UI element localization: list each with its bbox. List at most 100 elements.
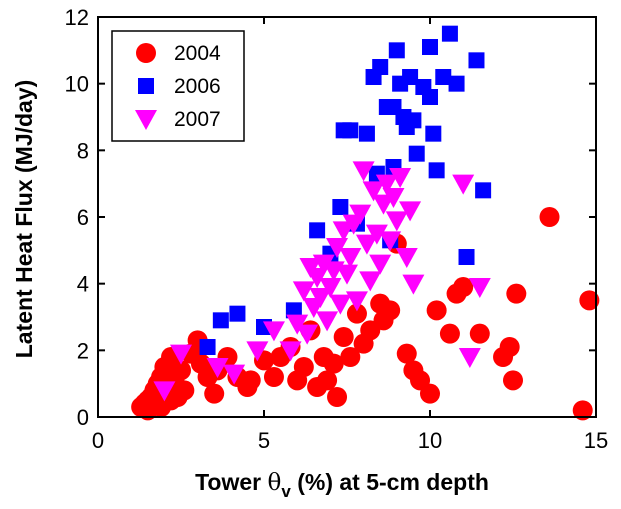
- x-tick-label: 5: [258, 428, 270, 453]
- point-2004: [204, 383, 225, 404]
- point-2007: [399, 201, 422, 222]
- legend-label-2004: 2004: [174, 42, 221, 65]
- point-2007: [458, 348, 481, 368]
- point-2006: [441, 25, 458, 42]
- point-2007: [379, 231, 402, 252]
- point-2006: [458, 249, 475, 265]
- y-axis-label: Latent Heat Flux (MJ/day): [11, 80, 37, 359]
- point-2004: [539, 207, 560, 227]
- point-2004: [293, 357, 314, 377]
- y-tick-label: 4: [77, 272, 89, 297]
- point-2004: [317, 370, 338, 391]
- x-axis-label: Tower θv (%) at 5-cm depth: [195, 469, 489, 501]
- legend-marker-2007: [135, 110, 157, 130]
- legend: 2004 2006 2007: [111, 30, 245, 142]
- point-2006: [408, 145, 425, 162]
- point-2007: [296, 324, 319, 345]
- point-2007: [326, 238, 349, 258]
- point-2004: [340, 347, 361, 367]
- point-2007: [382, 188, 405, 208]
- point-2007: [206, 358, 229, 378]
- x-tick-label: 10: [418, 428, 442, 453]
- point-2006: [448, 75, 465, 92]
- point-2007: [223, 364, 246, 385]
- point-2007: [452, 174, 475, 195]
- point-2007: [329, 294, 352, 315]
- point-2006: [428, 162, 445, 179]
- point-2007: [170, 344, 192, 365]
- y-tick-label: 6: [77, 205, 89, 230]
- point-2007: [402, 274, 425, 295]
- point-2007: [345, 291, 368, 312]
- point-2007: [389, 168, 412, 188]
- point-2006: [422, 39, 438, 55]
- point-2004: [396, 343, 417, 364]
- point-2007: [349, 204, 372, 225]
- point-2007: [395, 248, 418, 268]
- point-2006: [309, 222, 326, 239]
- point-2007: [468, 278, 491, 298]
- legend-label-2007: 2007: [174, 108, 221, 131]
- x-axis-label-prefix: Tower: [195, 469, 267, 495]
- x-axis-label-subscript: v: [281, 482, 291, 501]
- point-2004: [420, 383, 440, 404]
- y-tick-label: 12: [65, 5, 89, 30]
- data-points: [131, 25, 600, 421]
- point-2006: [435, 69, 452, 85]
- point-2004: [263, 367, 284, 387]
- point-2006: [332, 199, 349, 215]
- point-2006: [422, 89, 438, 105]
- legend-box: [111, 30, 245, 142]
- legend-marker-2006: [138, 78, 154, 94]
- point-2004: [453, 277, 474, 297]
- point-2007: [339, 248, 362, 268]
- point-2007: [355, 234, 378, 255]
- y-tick-label: 8: [77, 138, 89, 163]
- point-2007: [336, 264, 358, 285]
- point-2004: [380, 300, 401, 321]
- x-tick-label: 15: [584, 428, 608, 453]
- x-axis-label-theta: θ: [268, 470, 282, 496]
- series-2007: [153, 161, 491, 402]
- point-2004: [323, 353, 344, 374]
- point-2006: [229, 305, 246, 322]
- point-2004: [426, 300, 447, 321]
- y-tick-label: 2: [77, 338, 89, 363]
- point-2007: [352, 161, 375, 182]
- point-2006: [199, 339, 216, 355]
- point-2007: [369, 254, 392, 275]
- legend-marker-2004: [136, 43, 156, 63]
- point-2007: [309, 288, 332, 308]
- x-axis-label-suffix: (%) at 5-cm depth: [291, 469, 489, 495]
- point-2007: [312, 254, 335, 275]
- point-2004: [171, 360, 191, 381]
- y-tick-label: 10: [65, 72, 89, 97]
- x-tick-label: 0: [92, 428, 104, 453]
- legend-label-2006: 2006: [174, 75, 221, 98]
- point-2007: [306, 268, 329, 288]
- point-2007: [362, 181, 385, 202]
- point-2006: [405, 112, 422, 129]
- point-2007: [292, 281, 315, 302]
- series-2004: [131, 207, 600, 421]
- point-2006: [425, 125, 442, 142]
- point-2006: [342, 122, 359, 139]
- point-2006: [475, 182, 492, 199]
- point-2006: [388, 42, 405, 59]
- point-2006: [212, 312, 229, 329]
- point-2006: [358, 125, 375, 142]
- point-2004: [503, 370, 523, 391]
- point-2004: [439, 323, 460, 344]
- point-2006: [468, 52, 485, 69]
- y-tick-label: 0: [77, 405, 89, 430]
- point-2007: [316, 311, 339, 332]
- point-2007: [365, 224, 388, 245]
- point-2004: [506, 283, 527, 304]
- point-2004: [499, 337, 520, 357]
- point-2007: [246, 341, 269, 362]
- point-2006: [285, 302, 302, 319]
- axis-ticks: 0 5 10 15 0 2 4 6 8 10 12: [65, 5, 609, 453]
- point-2004: [469, 323, 490, 344]
- point-2007: [279, 341, 302, 362]
